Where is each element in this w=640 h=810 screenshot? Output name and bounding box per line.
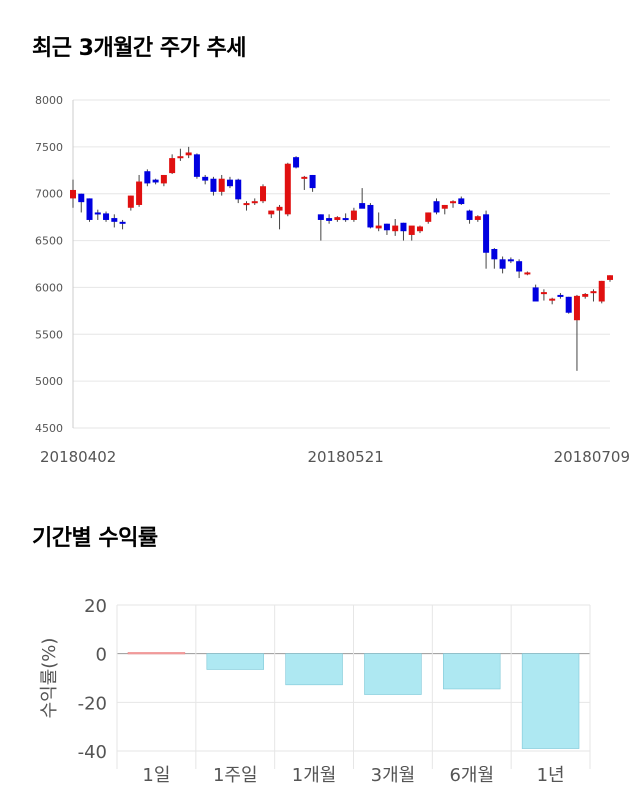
candle-body — [450, 201, 457, 204]
return-bar — [521, 653, 580, 749]
y-tick-label: -40 — [78, 742, 107, 763]
candle-body — [441, 204, 448, 209]
candle-body — [383, 223, 390, 231]
y-tick-label: 4500 — [35, 422, 63, 435]
candle-body — [177, 156, 184, 159]
candle-body — [160, 174, 167, 184]
candle-body — [408, 225, 415, 235]
candle-body — [466, 210, 473, 220]
candle-body — [375, 225, 382, 229]
x-tick-label: 20180709 — [554, 448, 630, 466]
candle-body — [400, 222, 407, 232]
x-category-label: 6개월 — [449, 765, 494, 786]
candle-body — [94, 212, 101, 215]
return-bar — [285, 653, 343, 686]
candle-body — [425, 212, 432, 222]
candle-body — [243, 203, 250, 206]
candle-body — [540, 292, 547, 295]
candle-body — [293, 157, 300, 168]
x-category-label: 1년 — [537, 765, 565, 786]
candle-body — [524, 272, 531, 275]
candle-body — [226, 179, 233, 187]
candle-body — [185, 152, 192, 156]
x-tick-label: 20180521 — [307, 448, 383, 466]
y-tick-label: 6500 — [35, 235, 63, 248]
candle-body — [607, 275, 613, 280]
candle-body — [557, 294, 564, 297]
candle-body — [276, 206, 283, 211]
candle-body — [210, 178, 217, 192]
x-category-label: 1개월 — [292, 765, 337, 786]
candle-body — [590, 291, 597, 294]
candle-body — [317, 214, 324, 220]
y-tick-label: 5500 — [35, 328, 63, 341]
candle-body — [268, 210, 275, 215]
candle-body — [218, 178, 225, 192]
y-tick-label: 8000 — [35, 94, 63, 107]
candle-body — [152, 179, 159, 183]
candle-body — [350, 210, 357, 220]
candle-body — [392, 225, 399, 232]
candle-body — [251, 201, 258, 204]
y-tick-label: 20 — [84, 596, 107, 617]
candle-body — [507, 259, 514, 262]
return-bar — [364, 653, 422, 695]
candle-body — [103, 213, 110, 220]
candle-body — [260, 186, 267, 202]
x-category-label: 1일 — [142, 765, 170, 786]
candle-body — [309, 174, 316, 189]
price-trend-title: 최근 3개월간 주가 추세 — [32, 36, 246, 61]
candle-body — [573, 295, 580, 321]
y-tick-label: 6000 — [35, 281, 63, 294]
y-tick-label: 7000 — [35, 188, 63, 201]
candle-body — [136, 181, 143, 205]
candle-body — [334, 217, 341, 220]
return-bar — [443, 653, 501, 690]
candlestick-chart: 4500 5000 5500 6000 6500 7000 7500 8000 20180402… — [35, 94, 630, 466]
y-axis-label: 수익률(%) — [39, 638, 60, 719]
y-tick-label: 0 — [96, 645, 107, 666]
y-tick-label: 5000 — [35, 375, 63, 388]
candle-body — [582, 293, 589, 297]
x-tick-label: 20180402 — [40, 448, 116, 466]
candle-body — [326, 218, 333, 221]
candle-body — [86, 198, 93, 220]
candle-body — [433, 201, 440, 213]
candle-body — [359, 203, 366, 209]
period-return-title: 기간별 수익률 — [32, 526, 158, 551]
candle-body — [235, 179, 242, 200]
candle-body — [70, 189, 76, 199]
candle-body — [111, 218, 118, 222]
candle-body — [516, 261, 523, 272]
candle-body — [202, 176, 209, 181]
return-bar — [206, 653, 264, 670]
candle-body — [78, 193, 85, 203]
x-category-label: 3개월 — [371, 765, 416, 786]
candle-body — [284, 163, 291, 215]
return-bar — [127, 652, 186, 655]
candle-body — [565, 296, 572, 313]
candle-body — [367, 204, 374, 228]
candle-body — [458, 198, 465, 205]
candle-body — [119, 221, 126, 224]
candle-body — [499, 259, 506, 269]
y-tick-label: 7500 — [35, 141, 63, 154]
candle-body — [483, 214, 490, 253]
candle-body — [549, 298, 556, 301]
candle-body — [127, 195, 134, 208]
candle-body — [342, 218, 349, 221]
candle-body — [416, 226, 423, 232]
candle-body — [474, 216, 481, 220]
candle-body — [491, 249, 498, 260]
candle-body — [301, 176, 308, 179]
candle-body — [144, 171, 151, 184]
candle-body — [598, 280, 605, 302]
candle-body — [532, 287, 539, 302]
y-tick-label: -20 — [78, 693, 107, 714]
candle-body — [193, 154, 200, 177]
candle-body — [169, 158, 176, 174]
x-category-label: 1주일 — [213, 765, 258, 786]
